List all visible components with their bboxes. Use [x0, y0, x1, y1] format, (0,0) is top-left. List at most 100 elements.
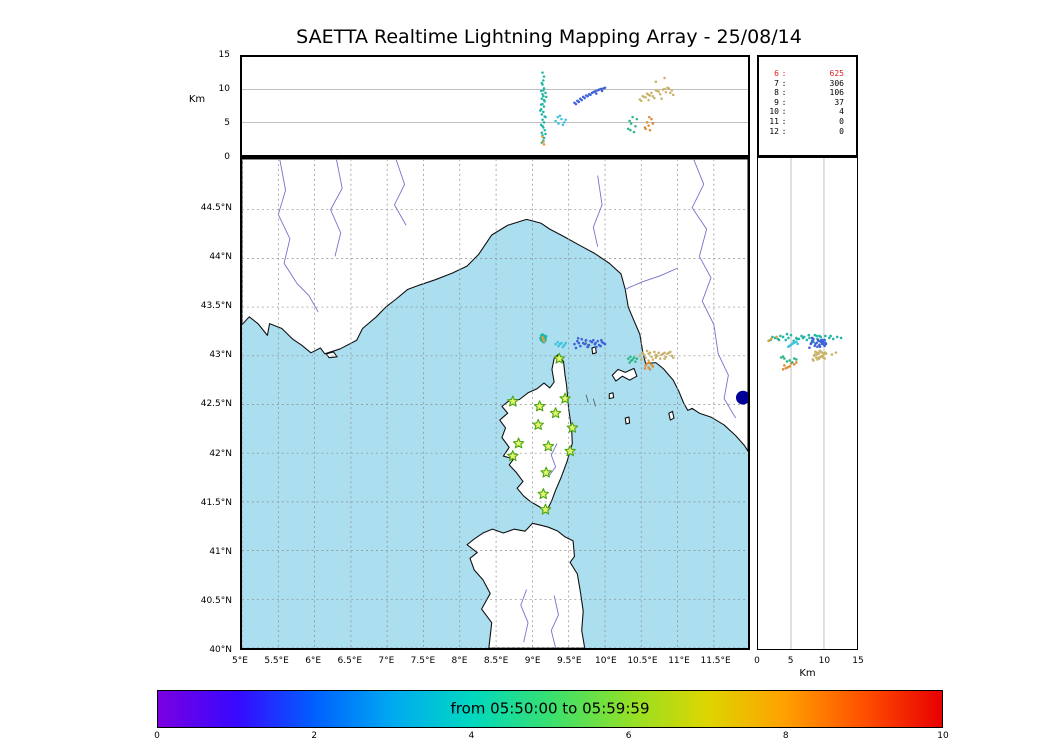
station-star [559, 392, 571, 404]
lightning-point [822, 354, 825, 357]
lightning-point [663, 87, 666, 91]
lightning-point [818, 334, 821, 338]
stats-station-count: 6 [774, 69, 779, 78]
lightning-point [539, 336, 542, 340]
lightning-point [824, 334, 827, 338]
coast-mark [592, 398, 596, 407]
colorbar: from 05:50:00 to 05:59:59 [157, 690, 943, 728]
lightning-point [542, 98, 546, 102]
lightning-point [539, 103, 543, 106]
lightning-point [792, 339, 795, 343]
lightning-point [628, 361, 631, 364]
map-canvas [242, 159, 748, 648]
lightning-point [789, 343, 793, 347]
lightning-point [812, 359, 815, 362]
lightning-point [822, 356, 825, 359]
lightning-point [544, 91, 547, 95]
lightning-point [573, 342, 576, 346]
lat-tick-label: 40°N [209, 645, 232, 655]
river-line [691, 159, 737, 419]
lightning-point [635, 357, 639, 360]
lightning-point [579, 344, 582, 348]
lightning-point [577, 341, 581, 345]
lightning-point [561, 123, 565, 127]
lightning-point [595, 92, 598, 95]
lightning-point [587, 343, 591, 347]
lightning-point [786, 366, 789, 369]
lightning-point [792, 341, 795, 345]
lightning-point [829, 334, 832, 338]
lightning-point [820, 355, 823, 358]
lightning-point [824, 352, 828, 355]
lightning-point [542, 79, 545, 82]
lightning-point [651, 94, 655, 98]
lightning-point [558, 342, 562, 346]
stats-value: 4 [839, 107, 844, 117]
lightning-point [807, 333, 811, 337]
lake-marker [735, 390, 748, 405]
lightning-point [821, 341, 824, 345]
land-polygon [325, 351, 338, 359]
lightning-point [597, 88, 601, 91]
lightning-point [542, 75, 546, 78]
altitude-longitude-canvas [242, 71, 748, 146]
land-polygon [591, 346, 597, 355]
lightning-point [576, 336, 580, 340]
lightning-point [775, 335, 778, 339]
lightning-point [839, 336, 843, 340]
lightning-point [647, 115, 651, 119]
stats-value: 0 [839, 116, 844, 126]
lightning-point [650, 91, 653, 95]
station-star [564, 445, 576, 457]
lightning-point [576, 339, 579, 343]
lat-tick-label: 42°N [209, 448, 232, 459]
lightning-point [800, 334, 803, 338]
lon-tick-label: 10.5°E [627, 656, 658, 666]
lightning-point [666, 86, 669, 89]
stats-value: 306 [829, 78, 844, 88]
lightning-point [542, 94, 545, 98]
lon-tick-label: 6.5°E [337, 656, 363, 666]
station-star [539, 503, 552, 515]
altitude-bottom-tick-labels: 0 5 10 15 [754, 656, 864, 668]
lightning-point [815, 353, 818, 356]
river-line [592, 175, 603, 247]
lightning-point [597, 343, 601, 347]
lightning-point [541, 93, 544, 96]
stats-colon: : [781, 116, 787, 126]
river-line [277, 159, 319, 313]
lightning-point [539, 109, 542, 112]
altitude-tick-label: 5 [224, 118, 230, 128]
lightning-point [626, 127, 630, 131]
lightning-point [647, 361, 651, 364]
lightning-point [660, 353, 663, 357]
lightning-point [660, 97, 663, 101]
lat-tick-label: 44.5°N [200, 203, 232, 214]
coast-mark [585, 394, 589, 403]
lon-tick-label: 9.5°E [557, 656, 582, 666]
lightning-point [664, 91, 668, 94]
lightning-point [560, 117, 563, 121]
colorbar-tick-label: 0 [154, 731, 160, 741]
lightning-point [634, 360, 637, 363]
lightning-point [781, 335, 785, 339]
lightning-point [653, 96, 656, 100]
lightning-point [580, 337, 584, 341]
stats-colon: : [781, 97, 787, 107]
lat-tick-label: 41°N [209, 546, 232, 557]
lightning-point [554, 119, 557, 123]
lightning-point [815, 334, 818, 338]
lightning-point [657, 351, 660, 355]
lightning-point [817, 356, 820, 359]
station-star [507, 395, 519, 407]
stats-row: 7: 306 [759, 79, 856, 89]
stats-colon: : [781, 69, 787, 78]
lightning-point [816, 358, 819, 361]
lightning-point [805, 338, 809, 342]
lightning-point [557, 344, 560, 348]
lightning-point [671, 356, 675, 359]
lightning-point [808, 336, 811, 340]
lightning-point [663, 76, 666, 80]
lightning-point [647, 359, 650, 362]
lightning-point [631, 358, 634, 361]
